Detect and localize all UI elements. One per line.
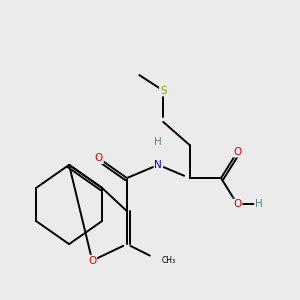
Text: H: H (154, 137, 162, 147)
Text: O: O (233, 147, 242, 157)
Text: CH₃: CH₃ (162, 256, 176, 265)
Text: S: S (160, 85, 166, 96)
Text: O: O (233, 200, 242, 209)
Text: N: N (154, 160, 162, 170)
Text: O: O (95, 153, 103, 163)
Text: O: O (88, 256, 96, 266)
Text: H: H (255, 200, 263, 209)
